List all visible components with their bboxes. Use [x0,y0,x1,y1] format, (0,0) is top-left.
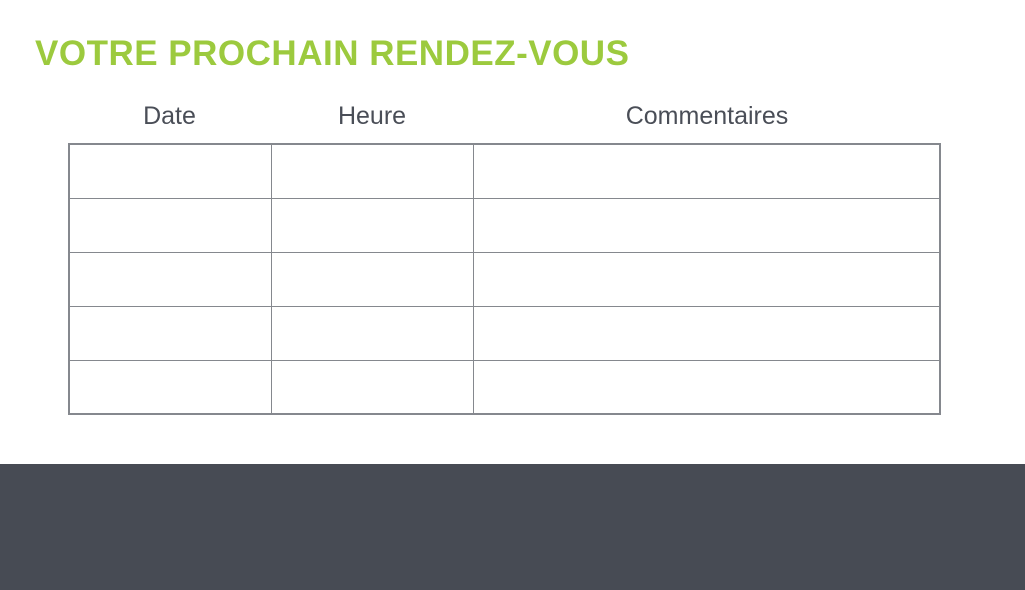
cell-date [68,359,273,415]
cell-heure [271,305,474,361]
cell-commentaires [472,143,941,199]
cell-heure [271,359,474,415]
appointments-table [68,143,941,415]
table-row [68,359,941,415]
cell-date [68,305,273,361]
cell-commentaires [472,197,941,253]
cell-date [68,251,273,307]
cell-commentaires [472,359,941,415]
cell-commentaires [472,305,941,361]
table-row [68,305,941,361]
footer-band [0,464,1025,590]
page-title: VOTRE PROCHAIN RENDEZ-VOUS [35,34,630,73]
column-header-date: Date [143,102,196,130]
cell-heure [271,251,474,307]
table-row [68,197,941,253]
cell-heure [271,143,474,199]
column-header-heure: Heure [337,102,407,130]
cell-date [68,197,273,253]
table-row [68,143,941,199]
column-header-commentaires: Commentaires [625,102,789,130]
cell-heure [271,197,474,253]
cell-date [68,143,273,199]
table-column-headers: Date Heure Commentaires [68,100,941,132]
cell-commentaires [472,251,941,307]
table-row [68,251,941,307]
